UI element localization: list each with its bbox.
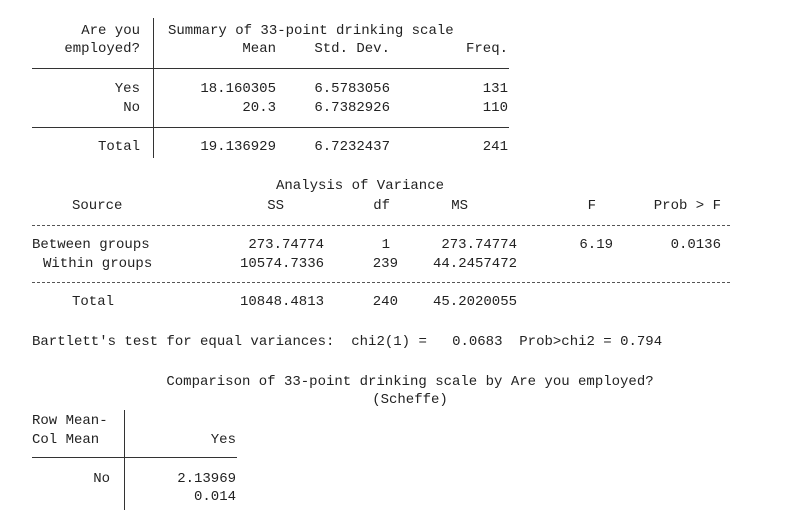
anova-col-ms: MS	[451, 198, 468, 214]
anova-row-within-ss: 10574.7336	[239, 256, 324, 272]
comparison-title: Comparison of 33-point drinking scale by…	[166, 374, 654, 390]
summary-vertical-divider	[153, 18, 154, 158]
summary-total-rule	[32, 127, 509, 128]
comparison-p-value: 0.014	[193, 489, 236, 505]
summary-row-no-label: No	[123, 100, 140, 116]
summary-row-yes-mean: 18.160305	[200, 81, 276, 97]
anova-header-rule	[32, 225, 730, 226]
anova-col-ss: SS	[267, 198, 284, 214]
summary-row-no-mean: 20.3	[242, 100, 276, 116]
anova-title: Analysis of Variance	[275, 178, 445, 194]
summary-title: Summary of 33-point drinking scale	[168, 23, 454, 39]
comparison-header-rule	[32, 457, 237, 458]
summary-col-mean: Mean	[242, 41, 276, 57]
summary-row-no-sd: 6.7382926	[314, 100, 390, 116]
bartlett-test-line: Bartlett's test for equal variances: chi…	[32, 334, 663, 350]
summary-col-sd: Std. Dev.	[314, 41, 390, 57]
anova-col-prob: Prob > F	[653, 198, 721, 214]
anova-row-between-f: 6.19	[579, 237, 613, 253]
comparison-col-yes: Yes	[210, 432, 236, 448]
anova-row-between-df: 1	[381, 237, 390, 253]
anova-total-ss: 10848.4813	[239, 294, 324, 310]
summary-row-no-freq: 110	[482, 100, 508, 116]
anova-col-df: df	[373, 198, 390, 214]
anova-row-between-source: Between groups	[32, 237, 150, 253]
comparison-vertical-divider	[124, 410, 125, 510]
anova-row-within-ms: 44.2457472	[432, 256, 517, 272]
anova-row-within-df: 239	[372, 256, 398, 272]
comparison-method: (Scheffe)	[372, 392, 448, 408]
summary-row-yes-freq: 131	[482, 81, 508, 97]
summary-total-freq: 241	[482, 139, 508, 155]
anova-row-between-ms: 273.74774	[441, 237, 517, 253]
summary-row-header-line2: employed?	[64, 41, 140, 57]
summary-total-label: Total	[97, 139, 140, 155]
anova-total-source: Total	[72, 294, 115, 310]
anova-total-rule	[32, 282, 730, 283]
summary-total-sd: 6.7232437	[314, 139, 390, 155]
summary-header-rule	[32, 68, 509, 69]
anova-row-within-source: Within groups	[43, 256, 153, 272]
comparison-row-header-line2: Col Mean	[32, 432, 100, 448]
anova-col-f: F	[587, 198, 596, 214]
anova-row-between-ss: 273.74774	[248, 237, 324, 253]
summary-row-yes-label: Yes	[114, 81, 140, 97]
summary-total-mean: 19.136929	[200, 139, 276, 155]
summary-row-header-line1: Are you	[81, 23, 140, 39]
anova-total-df: 240	[372, 294, 398, 310]
summary-row-yes-sd: 6.5783056	[314, 81, 390, 97]
anova-total-ms: 45.2020055	[432, 294, 517, 310]
anova-row-between-prob: 0.0136	[670, 237, 721, 253]
anova-col-source: Source	[72, 198, 123, 214]
comparison-row-no-label: No	[93, 471, 110, 487]
summary-col-freq: Freq.	[465, 41, 508, 57]
comparison-diff-value: 2.13969	[177, 471, 236, 487]
comparison-row-header-line1: Row Mean-	[32, 413, 108, 429]
